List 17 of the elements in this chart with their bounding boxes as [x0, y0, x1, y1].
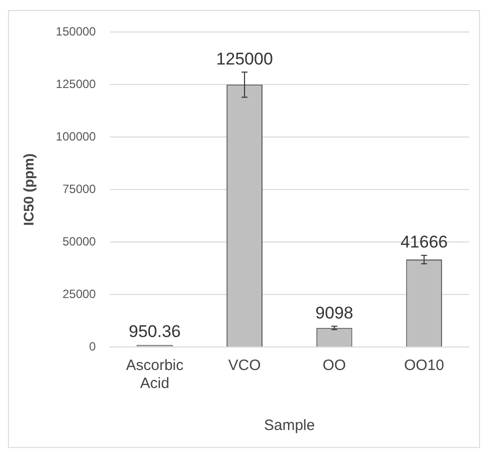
data-label: 125000 — [216, 49, 273, 68]
y-tick-label: 100000 — [56, 129, 96, 144]
y-tick-label: 0 — [89, 339, 96, 354]
x-axis-title: Sample — [264, 417, 315, 434]
data-label: 41666 — [400, 232, 448, 252]
data-label: 950.36 — [128, 322, 181, 342]
x-tick-label: OO — [322, 357, 346, 374]
x-tick-label: VCO — [228, 357, 261, 374]
y-tick-label: 25000 — [62, 286, 96, 301]
y-tick-label: 125000 — [56, 76, 96, 91]
y-tick-label: 75000 — [62, 182, 96, 196]
y-tick-label: 150000 — [56, 24, 96, 39]
x-tick-label: Ascorbic Acid — [126, 357, 184, 392]
y-tick-label: 50000 — [62, 234, 96, 248]
y-axis-title: IC50 (ppm) — [20, 153, 36, 226]
x-tick-label: OO10 — [404, 357, 444, 374]
data-label: 9098 — [315, 303, 354, 322]
